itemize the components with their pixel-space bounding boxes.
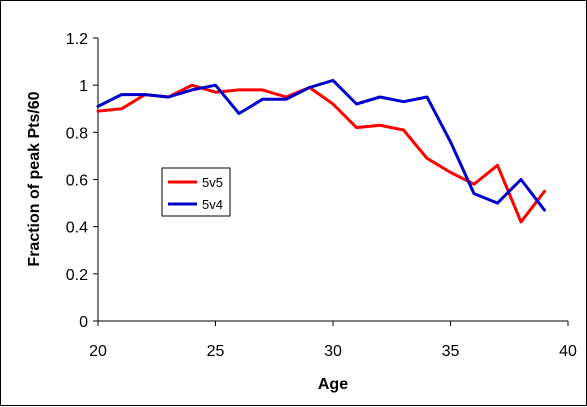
data-point-5v4 — [402, 100, 405, 103]
data-point-5v4 — [496, 202, 499, 204]
data-point-5v5 — [402, 129, 405, 131]
legend: 5v5 5v4 — [161, 167, 231, 217]
x-tick-label: 40 — [559, 343, 577, 360]
y-tick-label: 1 — [79, 78, 88, 95]
data-point-5v4 — [261, 98, 264, 101]
data-point-5v5 — [379, 124, 381, 127]
y-tick-label: 0 — [79, 314, 88, 331]
data-point-5v5 — [355, 126, 358, 129]
data-point-5v4 — [308, 86, 311, 89]
y-tick-label: 1.2 — [66, 31, 88, 48]
data-point-5v5 — [214, 91, 217, 94]
x-tick-label: 35 — [442, 343, 460, 360]
data-point-5v5 — [543, 190, 546, 193]
y-tick-label: 0.4 — [66, 220, 88, 237]
data-point-5v4 — [214, 84, 217, 86]
x-axis-title: Age — [318, 376, 348, 393]
x-tick-label: 25 — [207, 343, 225, 360]
data-point-5v5 — [449, 171, 452, 174]
data-point-5v5 — [261, 89, 264, 91]
data-point-5v5 — [238, 89, 240, 91]
data-point-5v4 — [332, 79, 334, 82]
data-point-5v4 — [285, 98, 287, 101]
data-point-5v4 — [426, 96, 428, 98]
data-point-5v5 — [120, 107, 123, 110]
y-tick-label: 0.2 — [66, 267, 88, 284]
data-point-5v4 — [120, 93, 123, 96]
data-point-5v4 — [144, 93, 146, 96]
data-point-5v5 — [496, 164, 499, 167]
series-line-5v4 — [96, 78, 546, 212]
data-point-5v5 — [473, 183, 475, 186]
y-tick-label: 0.6 — [66, 173, 88, 190]
data-point-5v5 — [191, 84, 193, 86]
data-point-5v4 — [520, 178, 522, 181]
data-point-5v4 — [473, 192, 475, 195]
data-point-5v5 — [520, 221, 522, 223]
data-point-5v4 — [355, 103, 358, 105]
data-point-5v5 — [285, 96, 287, 98]
y-axis-title: Fraction of peak Pts/60 — [26, 91, 43, 266]
legend-label-5v4: 5v4 — [202, 197, 223, 212]
x-tick-label: 20 — [89, 343, 107, 360]
data-point-5v5 — [97, 110, 99, 112]
legend-box — [161, 167, 231, 217]
data-point-5v4 — [379, 96, 381, 98]
y-tick-label: 0.8 — [66, 125, 88, 142]
data-point-5v4 — [167, 96, 170, 98]
data-point-5v5 — [426, 157, 428, 160]
series-layer — [96, 78, 546, 224]
axes: 0 0.2 0.4 0.6 0.8 1 1.2 20 25 30 35 40 — [66, 31, 577, 360]
data-point-5v4 — [449, 140, 452, 143]
legend-label-5v5: 5v5 — [202, 175, 223, 190]
data-point-5v4 — [191, 89, 193, 91]
data-point-5v4 — [543, 209, 546, 211]
x-tick-label: 30 — [324, 343, 342, 360]
data-point-5v4 — [238, 112, 240, 115]
data-point-5v4 — [97, 105, 99, 108]
data-point-5v5 — [332, 103, 334, 105]
